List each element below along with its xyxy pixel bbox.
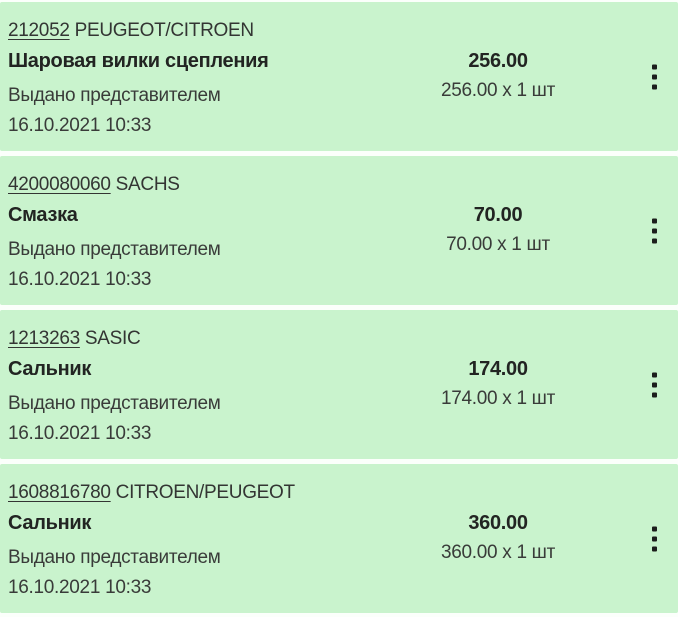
price-total: 256.00	[468, 50, 528, 72]
part-line: 212052 PEUGEOT/CITROEN	[8, 16, 678, 46]
part-line: 4200080060 SACHS	[8, 170, 678, 200]
brand-label: PEUGEOT/CITROEN	[74, 20, 254, 41]
kebab-dot	[652, 218, 657, 223]
kebab-menu-icon[interactable]	[644, 364, 665, 405]
order-item-card: 1608816780 CITROEN/PEUGEOT Сальник Выдан…	[0, 464, 678, 613]
status-text: Выдано представителем	[8, 393, 221, 414]
price-column: 174.00 174.00 x 1 шт	[428, 354, 568, 414]
price-detail: 360.00 x 1 шт	[440, 542, 556, 563]
order-item-card: 1213263 SASIC Сальник Выдано представите…	[0, 310, 678, 459]
price-column: 256.00 256.00 x 1 шт	[428, 46, 568, 106]
kebab-menu-icon[interactable]	[644, 210, 665, 251]
price-column: 70.00 70.00 x 1 шт	[428, 200, 568, 260]
part-line: 1608816780 CITROEN/PEUGEOT	[8, 478, 678, 508]
part-number-link[interactable]: 1608816780	[8, 482, 111, 503]
product-name: Смазка	[8, 204, 78, 226]
status-text: Выдано представителем	[8, 85, 221, 106]
kebab-dot	[652, 536, 657, 541]
datetime-text: 16.10.2021 10:33	[8, 269, 152, 290]
kebab-dot	[652, 392, 657, 397]
kebab-dot	[652, 526, 657, 531]
price-detail: 256.00 x 1 шт	[440, 80, 556, 101]
status-text: Выдано представителем	[8, 239, 221, 260]
part-number-link[interactable]: 212052	[8, 20, 70, 41]
kebab-dot	[652, 238, 657, 243]
kebab-dot	[652, 74, 657, 79]
kebab-menu-icon[interactable]	[644, 518, 665, 559]
price-detail: 70.00 x 1 шт	[446, 234, 550, 255]
datetime-text: 16.10.2021 10:33	[8, 423, 152, 444]
kebab-dot	[652, 546, 657, 551]
brand-label: CITROEN/PEUGEOT	[115, 482, 295, 503]
product-name: Сальник	[8, 512, 92, 534]
datetime-text: 16.10.2021 10:33	[8, 115, 152, 136]
price-column: 360.00 360.00 x 1 шт	[428, 508, 568, 568]
brand-label: SACHS	[115, 174, 180, 195]
price-detail: 174.00 x 1 шт	[440, 388, 556, 409]
product-name: Шаровая вилки сцепления	[8, 50, 269, 72]
kebab-dot	[652, 372, 657, 377]
price-total: 360.00	[468, 512, 528, 534]
brand-label: SASIC	[84, 328, 141, 349]
price-total: 174.00	[468, 358, 528, 380]
part-number-link[interactable]: 4200080060	[8, 174, 111, 195]
kebab-dot	[652, 228, 657, 233]
order-item-card: 4200080060 SACHS Смазка Выдано представи…	[0, 156, 678, 305]
datetime-text: 16.10.2021 10:33	[8, 577, 152, 598]
product-name: Сальник	[8, 358, 92, 380]
order-item-card: 212052 PEUGEOT/CITROEN Шаровая вилки сце…	[0, 2, 678, 151]
status-text: Выдано представителем	[8, 547, 221, 568]
part-line: 1213263 SASIC	[8, 324, 678, 354]
kebab-menu-icon[interactable]	[644, 56, 665, 97]
kebab-dot	[652, 84, 657, 89]
kebab-dot	[652, 64, 657, 69]
price-total: 70.00	[473, 204, 523, 226]
part-number-link[interactable]: 1213263	[8, 328, 80, 349]
kebab-dot	[652, 382, 657, 387]
